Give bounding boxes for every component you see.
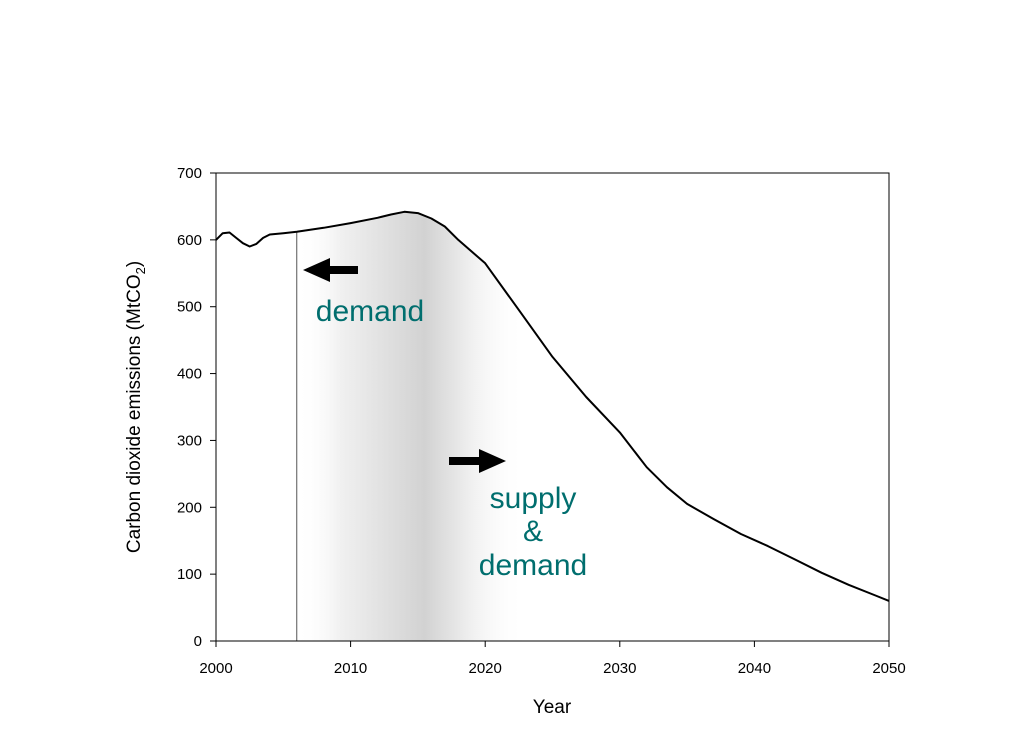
x-axis-title: Year [533, 697, 572, 718]
y-tick-label: 500 [177, 299, 202, 316]
supply-label: supply [490, 482, 577, 515]
y-tick-label: 300 [177, 432, 202, 449]
x-tick-label: 2010 [334, 660, 367, 677]
y-axis-title-close: ) [124, 261, 145, 267]
x-tick-label: 2040 [738, 660, 771, 677]
y-tick-label: 700 [177, 165, 202, 182]
y-axis-title-main: Carbon dioxide emissions (MtCO [124, 274, 145, 553]
x-tick-label: 2020 [469, 660, 502, 677]
y-tick-label: 0 [194, 633, 202, 650]
shaded-region [296, 211, 526, 642]
y-tick-label: 200 [177, 499, 202, 516]
supply-demand-label: demand [479, 549, 587, 582]
plot-frame [215, 172, 890, 642]
emissions-series-line [215, 210, 890, 602]
y-tick-label: 600 [177, 232, 202, 249]
demand-label: demand [316, 295, 424, 328]
y-tick-label: 400 [177, 366, 202, 383]
left-arrow-icon [303, 258, 358, 282]
y-tick-label: 100 [177, 566, 202, 583]
y-axis-title-subscript: 2 [133, 267, 148, 274]
x-tick-label: 2050 [872, 660, 905, 677]
right-arrow-icon [449, 449, 506, 473]
x-tick-label: 2030 [603, 660, 636, 677]
y-axis-title: Carbon dioxide emissions (MtCO2) [124, 261, 148, 553]
ampersand-label: & [523, 515, 543, 548]
x-tick-label: 2000 [199, 660, 232, 677]
